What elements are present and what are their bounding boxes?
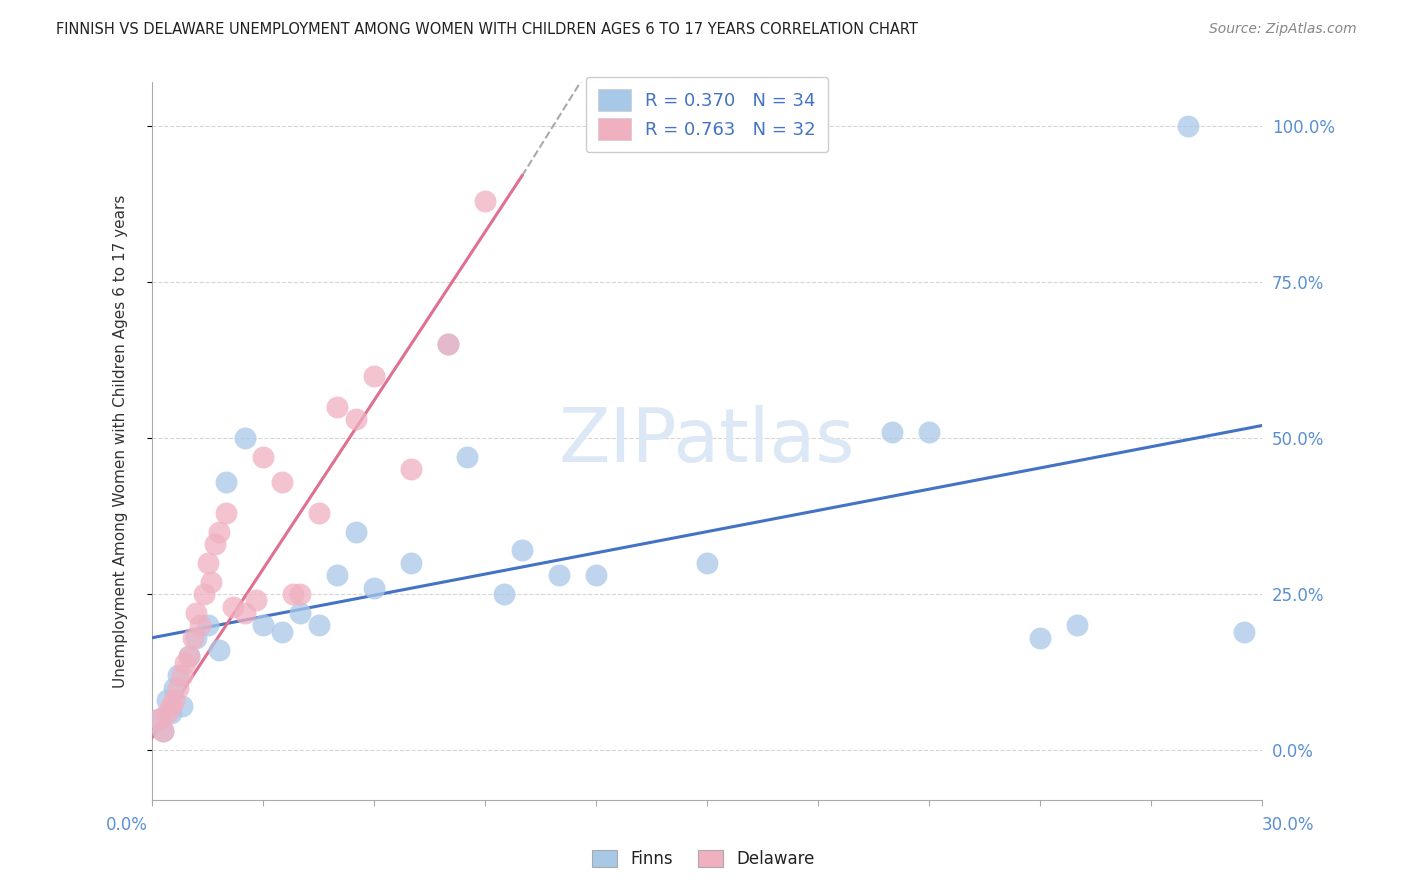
Text: ZIPatlas: ZIPatlas [558,405,855,477]
Point [1029,631,1052,645]
Point [437,337,460,351]
Text: 0.0%: 0.0% [105,816,148,834]
Point [188,618,211,632]
Point [156,706,179,720]
Point [177,649,200,664]
Point [233,431,256,445]
Point [399,556,422,570]
Point [186,606,208,620]
Point [288,587,311,601]
Point [245,593,267,607]
Point [197,618,219,632]
Point [170,699,193,714]
Point [215,506,238,520]
Point [163,681,186,695]
Point [288,606,311,620]
Point [159,706,181,720]
Point [1232,624,1254,639]
Point [308,506,330,520]
Point [363,581,385,595]
Point [252,450,274,464]
Point [474,194,496,208]
Point [207,524,229,539]
Point [399,462,422,476]
Point [344,524,367,539]
Point [281,587,304,601]
Point [215,475,238,489]
Point [148,712,170,726]
Point [326,400,349,414]
Text: 30.0%: 30.0% [1263,816,1315,834]
Point [456,450,478,464]
Point [252,618,274,632]
Legend: Finns, Delaware: Finns, Delaware [585,843,821,875]
Point [156,693,179,707]
Point [548,568,571,582]
Point [880,425,903,439]
Point [148,712,170,726]
Point [696,556,718,570]
Point [585,568,607,582]
Point [437,337,460,351]
Point [510,543,533,558]
Point [152,724,174,739]
Point [918,425,941,439]
Point [1066,618,1088,632]
Point [152,724,174,739]
Point [174,656,197,670]
Point [308,618,330,632]
Point [167,681,190,695]
Point [1177,119,1199,133]
Point [270,475,292,489]
Text: FINNISH VS DELAWARE UNEMPLOYMENT AMONG WOMEN WITH CHILDREN AGES 6 TO 17 YEARS CO: FINNISH VS DELAWARE UNEMPLOYMENT AMONG W… [56,22,918,37]
Point [200,574,222,589]
Point [233,606,256,620]
Point [270,624,292,639]
Y-axis label: Unemployment Among Women with Children Ages 6 to 17 years: Unemployment Among Women with Children A… [114,194,128,688]
Point [167,668,190,682]
Text: Source: ZipAtlas.com: Source: ZipAtlas.com [1209,22,1357,37]
Point [159,699,181,714]
Point [326,568,349,582]
Point [181,631,204,645]
Point [344,412,367,426]
Point [193,587,215,601]
Point [186,631,208,645]
Point [222,599,245,614]
Point [197,556,219,570]
Point [177,649,200,664]
Point [170,668,193,682]
Legend: R = 0.370   N = 34, R = 0.763   N = 32: R = 0.370 N = 34, R = 0.763 N = 32 [586,77,828,153]
Point [492,587,515,601]
Point [163,693,186,707]
Point [204,537,226,551]
Point [363,368,385,383]
Point [207,643,229,657]
